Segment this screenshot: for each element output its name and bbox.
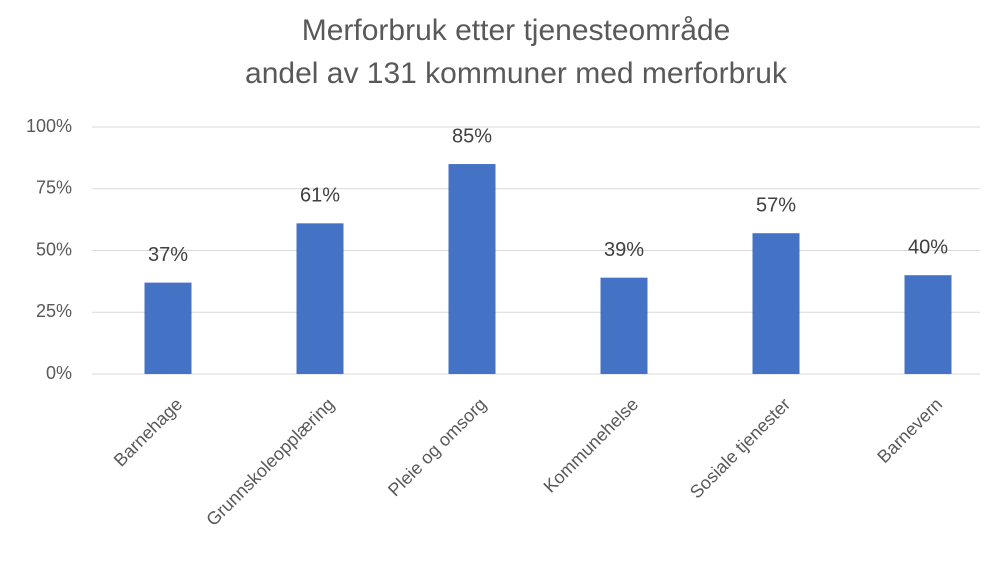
x-tick-label: Barnehage <box>110 394 186 470</box>
data-label: 39% <box>604 239 644 261</box>
y-tick-label: 25% <box>36 301 72 321</box>
data-label: 61% <box>300 185 340 207</box>
y-tick-label: 75% <box>36 178 72 198</box>
y-tick-label: 50% <box>36 239 72 259</box>
x-tick-label: Barnevern <box>873 394 946 467</box>
x-tick-label: Sosiale tjenester <box>686 394 794 502</box>
bar <box>448 164 496 374</box>
x-tick-label: Grunnskoleopplæring <box>202 394 338 530</box>
bar <box>752 233 800 374</box>
data-label: 85% <box>452 125 492 147</box>
x-tick-label: Kommunehelse <box>540 394 643 497</box>
bar <box>296 223 344 374</box>
data-label: 37% <box>148 244 188 266</box>
data-label: 40% <box>908 236 948 258</box>
bar <box>904 275 952 374</box>
bar <box>144 282 192 374</box>
y-tick-label: 0% <box>46 363 72 383</box>
data-label: 57% <box>756 194 796 216</box>
chart-subtitle: andel av 131 kommuner med merforbruk <box>245 57 788 90</box>
bar <box>600 277 648 374</box>
x-tick-label: Pleie og omsorg <box>384 394 490 500</box>
y-tick-label: 100% <box>26 116 72 136</box>
chart-title: Merforbruk etter tjenesteområde <box>302 14 731 47</box>
